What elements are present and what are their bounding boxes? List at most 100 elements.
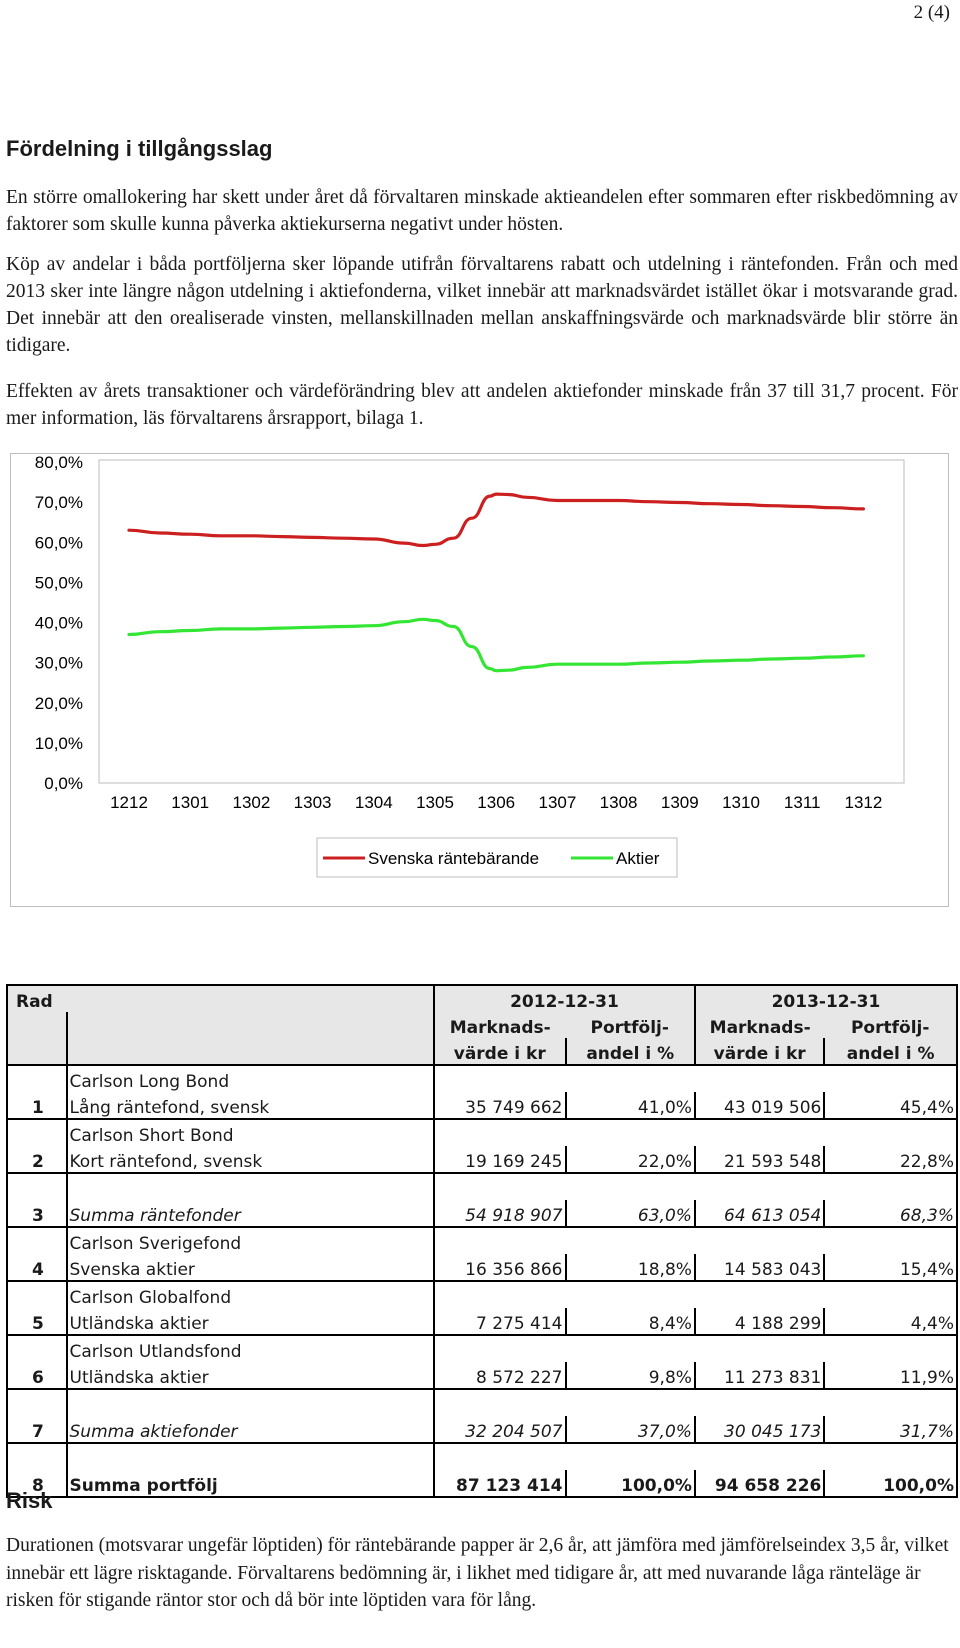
- header-rad: Rad: [6, 984, 67, 1012]
- allocation-chart: 80,0% 70,0% 60,0% 50,0% 40,0% 30,0% 20,0% 10,0%…: [10, 453, 949, 907]
- x-tick-label: 1307: [538, 793, 576, 812]
- section-title: Fördelning i tillgångsslag: [6, 136, 273, 161]
- y-tick-label: 80,0%: [35, 454, 83, 472]
- market-value-2013: 14 583 043: [693, 1254, 825, 1282]
- x-tick-label: 1303: [294, 793, 332, 812]
- row-number: 2: [6, 1146, 67, 1174]
- table-row: [6, 1443, 958, 1470]
- portfolio-share-2013: 4,4%: [823, 1308, 958, 1336]
- table-row: [6, 1173, 958, 1200]
- header-blank: [65, 1012, 434, 1038]
- plot-area: [98, 459, 905, 784]
- row-number: 7: [6, 1416, 67, 1444]
- total-label: Summa portfölj: [65, 1470, 434, 1498]
- header-mv-2012-line1: Marknads-: [432, 1012, 566, 1038]
- x-tick-label: 1305: [416, 793, 454, 812]
- market-value-2013: 43 019 506: [693, 1092, 825, 1120]
- y-tick-label: 70,0%: [35, 493, 83, 512]
- table-row: Carlson Globalfond: [6, 1281, 958, 1308]
- y-tick-label: 50,0%: [35, 573, 83, 592]
- table-header-col-row2: värde i kr andel i % värde i kr andel i …: [6, 1038, 958, 1066]
- fund-category: Svenska aktier: [65, 1254, 434, 1282]
- market-value-2012: 19 169 245: [432, 1146, 566, 1174]
- market-value-2013: 94 658 226: [693, 1470, 825, 1498]
- paragraph-risk: Durationen (motsvarar ungefär löptiden) …: [6, 1535, 949, 1611]
- table-row: Carlson Long Bond: [6, 1065, 958, 1092]
- table-row: 4 Svenska aktier 16 356 866 18,8% 14 583…: [6, 1254, 958, 1282]
- y-tick-label: 40,0%: [35, 614, 83, 633]
- table-row: 1 Lång räntefond, svensk 35 749 662 41,0…: [6, 1092, 958, 1120]
- y-tick-label: 10,0%: [35, 734, 83, 753]
- table-row: 2 Kort räntefond, svensk 19 169 245 22,0…: [6, 1146, 958, 1174]
- market-value-2013: 30 045 173: [693, 1416, 825, 1444]
- market-value-2012: 7 275 414: [432, 1308, 566, 1336]
- table-row: [6, 1389, 958, 1416]
- x-tick-label: 1310: [722, 793, 760, 812]
- portfolio-share-2013: 100,0%: [823, 1470, 958, 1498]
- portfolio-share-2012: 9,8%: [564, 1362, 695, 1390]
- holdings-table: Rad 2012-12-31 2013-12-31 Marknads- Port…: [6, 984, 959, 1498]
- portfolio-share-2013: 15,4%: [823, 1254, 958, 1282]
- x-tick-label: 1306: [477, 793, 515, 812]
- market-value-2012: 16 356 866: [432, 1254, 566, 1282]
- page-number: 2 (4): [913, 2, 950, 23]
- x-tick-label: 1309: [661, 793, 699, 812]
- portfolio-share-2013: 68,3%: [823, 1200, 958, 1228]
- market-value-2012: 87 123 414: [432, 1470, 566, 1498]
- fund-category: Utländska aktier: [65, 1308, 434, 1336]
- x-tick-label: 1302: [232, 793, 270, 812]
- table-row: 6 Utländska aktier 8 572 227 9,8% 11 273…: [6, 1362, 958, 1390]
- x-tick-label: 1212: [110, 793, 148, 812]
- portfolio-share-2013: 31,7%: [823, 1416, 958, 1444]
- legend-box: [316, 837, 678, 878]
- fund-name: Carlson Utlandsfond: [65, 1335, 434, 1362]
- fund-name: Carlson Sverigefond: [65, 1227, 434, 1254]
- portfolio-share-2012: 37,0%: [564, 1416, 695, 1444]
- x-tick-label: 1304: [355, 793, 393, 812]
- row-number: 5: [6, 1308, 67, 1336]
- market-value-2012: 54 918 907: [432, 1200, 566, 1228]
- portfolio-share-2012: 63,0%: [564, 1200, 695, 1228]
- market-value-2013: 11 273 831: [693, 1362, 825, 1390]
- table-header-period-row: Rad 2012-12-31 2013-12-31: [6, 984, 959, 1012]
- header-period-2012: 2012-12-31: [432, 984, 695, 1012]
- row-number: 8: [6, 1470, 67, 1498]
- table-row-subtotal: 3 Summa räntefonder 54 918 907 63,0% 64 …: [6, 1200, 958, 1228]
- header-blank: [65, 1038, 434, 1066]
- subtotal-label: Summa aktiefonder: [65, 1416, 434, 1444]
- market-value-2013: 64 613 054: [693, 1200, 825, 1228]
- y-tick-label: 60,0%: [35, 533, 83, 552]
- market-value-2013: 4 188 299: [693, 1308, 825, 1336]
- table-header-col-row1: Marknads- Portfölj- Marknads- Portfölj-: [6, 1012, 958, 1038]
- y-tick-label: 30,0%: [35, 654, 83, 673]
- fund-category: Lång räntefond, svensk: [65, 1092, 434, 1120]
- table-row: Carlson Short Bond: [6, 1119, 958, 1146]
- table-row-subtotal: 7 Summa aktiefonder 32 204 507 37,0% 30 …: [6, 1416, 958, 1444]
- header-blank: [6, 1038, 67, 1066]
- subtotal-label: Summa räntefonder: [65, 1200, 434, 1228]
- portfolio-share-2013: 22,8%: [823, 1146, 958, 1174]
- header-blank: [6, 1012, 67, 1038]
- holdings-table-wrap: Rad 2012-12-31 2013-12-31 Marknads- Port…: [6, 984, 959, 1498]
- y-tick-label: 20,0%: [35, 694, 83, 713]
- paragraph-reallocation: En större omallokering har skett under å…: [6, 187, 958, 235]
- header-mv-2013-line1: Marknads-: [693, 1012, 825, 1038]
- x-tick-label: 1312: [844, 793, 882, 812]
- portfolio-share-2012: 41,0%: [564, 1092, 695, 1120]
- row-number: 1: [6, 1092, 67, 1120]
- series-line-aktier: [127, 617, 865, 673]
- header-mv-2013-line2: värde i kr: [693, 1038, 825, 1066]
- header-period-2013: 2013-12-31: [693, 984, 959, 1012]
- row-number: 6: [6, 1362, 67, 1390]
- header-pa-2013-line1: Portfölj-: [824, 1012, 958, 1038]
- portfolio-share-2012: 8,4%: [564, 1308, 695, 1336]
- series-line-svenska-rantebarande: [127, 492, 865, 548]
- fund-category: Utländska aktier: [65, 1362, 434, 1390]
- portfolio-share-2013: 45,4%: [823, 1092, 958, 1120]
- allocation-chart-svg: 80,0% 70,0% 60,0% 50,0% 40,0% 30,0% 20,0% 10,0%…: [35, 454, 905, 878]
- market-value-2012: 32 204 507: [432, 1416, 566, 1444]
- portfolio-share-2012: 100,0%: [564, 1470, 695, 1498]
- portfolio-share-2012: 22,0%: [564, 1146, 695, 1174]
- legend-label: Aktier: [616, 849, 660, 868]
- risk-title: Risk: [6, 1488, 53, 1513]
